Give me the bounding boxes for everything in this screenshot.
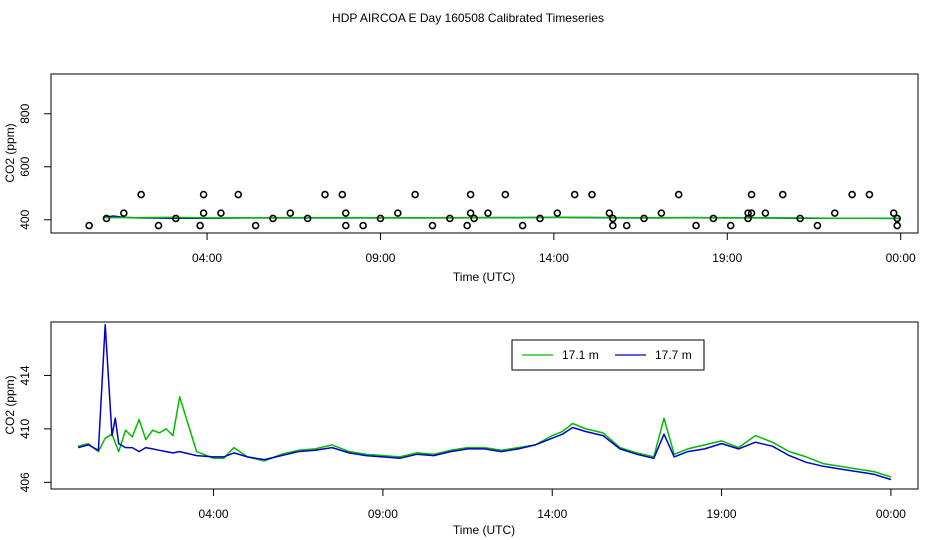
plot-area-border bbox=[50, 73, 919, 234]
data-point bbox=[605, 209, 614, 217]
data-point bbox=[484, 209, 492, 217]
data-point bbox=[466, 209, 475, 217]
data-point bbox=[622, 221, 631, 230]
data-point bbox=[251, 221, 260, 230]
x-tick-label: 14:00 bbox=[539, 251, 569, 265]
y-tick-label: 600 bbox=[18, 156, 32, 176]
x-tick-label: 19:00 bbox=[707, 507, 737, 521]
y-tick-label: 410 bbox=[18, 419, 32, 439]
data-point bbox=[102, 214, 111, 223]
x-tick-label: 00:00 bbox=[876, 507, 906, 521]
data-point bbox=[217, 209, 225, 217]
x-axis-label: Time (UTC) bbox=[453, 270, 515, 284]
data-point bbox=[609, 214, 617, 223]
data-point bbox=[744, 209, 752, 217]
series-line bbox=[103, 216, 901, 220]
data-point bbox=[536, 214, 544, 223]
data-point bbox=[338, 190, 347, 199]
data-point bbox=[778, 190, 787, 199]
lower-timeseries-panel: 04:00 09:00 14:00 19:00 00:00 406 410 414 Time… bbox=[3, 321, 919, 537]
data-point bbox=[466, 190, 475, 199]
x-tick-label: 04:00 bbox=[199, 507, 229, 521]
x-tick-label: 04:00 bbox=[192, 251, 222, 265]
data-point bbox=[501, 190, 510, 199]
data-point bbox=[463, 221, 471, 230]
data-point bbox=[470, 214, 478, 223]
data-point bbox=[234, 190, 243, 199]
data-point bbox=[303, 214, 312, 223]
y-axis: 400 600 800 bbox=[18, 103, 52, 230]
data-point bbox=[172, 214, 180, 223]
y-tick-label: 800 bbox=[18, 103, 32, 123]
data-point bbox=[518, 221, 527, 230]
data-point bbox=[830, 209, 839, 217]
data-point bbox=[747, 190, 756, 199]
data-point bbox=[609, 221, 617, 230]
x-axis-label: Time (UTC) bbox=[453, 523, 515, 537]
series-layer bbox=[77, 323, 892, 481]
data-point bbox=[893, 221, 901, 230]
x-tick-label: 00:00 bbox=[886, 251, 916, 265]
upper-timeseries-panel: 04:00 09:00 14:00 19:00 00:00 400 600 800 Time… bbox=[3, 73, 919, 284]
data-point bbox=[137, 190, 145, 199]
legend-label-17-7m: 17.7 m bbox=[655, 348, 692, 362]
x-axis: 04:00 09:00 14:00 19:00 00:00 bbox=[199, 488, 906, 521]
data-point bbox=[393, 209, 402, 217]
legend: 17.1 m 17.7 m bbox=[511, 339, 705, 371]
data-point bbox=[341, 221, 350, 230]
series-line-17-7-m bbox=[77, 323, 892, 481]
series-line-17-1-m bbox=[77, 396, 892, 478]
data-point bbox=[848, 190, 856, 199]
y-tick-label: 400 bbox=[18, 209, 32, 229]
data-point bbox=[341, 209, 350, 217]
data-point bbox=[446, 214, 454, 223]
x-tick-label: 14:00 bbox=[537, 507, 567, 521]
data-point bbox=[640, 214, 648, 223]
data-point bbox=[269, 214, 277, 223]
x-tick-label: 09:00 bbox=[368, 507, 398, 521]
x-axis: 04:00 09:00 14:00 19:00 00:00 bbox=[192, 232, 916, 265]
data-point bbox=[657, 209, 666, 217]
x-tick-label: 09:00 bbox=[365, 251, 395, 265]
plot-area-border bbox=[50, 321, 919, 490]
y-axis-label: CO2 (ppm) bbox=[3, 375, 17, 434]
y-axis-label: CO2 (ppm) bbox=[3, 123, 17, 182]
data-point bbox=[321, 190, 329, 199]
data-point bbox=[674, 190, 683, 199]
data-point bbox=[120, 209, 128, 217]
y-tick-label: 414 bbox=[18, 365, 32, 385]
data-point bbox=[411, 190, 419, 199]
data-point bbox=[359, 221, 367, 230]
data-point bbox=[889, 209, 898, 217]
data-point bbox=[588, 190, 596, 199]
data-point bbox=[865, 190, 874, 199]
data-point bbox=[199, 190, 208, 199]
legend-label-17-1m: 17.1 m bbox=[562, 348, 599, 362]
data-point bbox=[709, 214, 718, 223]
data-point bbox=[570, 190, 579, 199]
y-axis: 406 410 414 bbox=[18, 365, 52, 492]
data-point bbox=[747, 209, 756, 217]
data-point bbox=[692, 221, 700, 230]
data-point bbox=[286, 209, 295, 217]
data-point bbox=[154, 221, 163, 230]
data-point bbox=[726, 221, 735, 230]
x-tick-label: 19:00 bbox=[712, 251, 742, 265]
data-point bbox=[893, 214, 901, 223]
data-point bbox=[85, 221, 93, 230]
figure-title: HDP AIRCOA E Day 160508 Calibrated Times… bbox=[332, 11, 604, 25]
data-point bbox=[428, 221, 437, 230]
data-point bbox=[196, 221, 204, 230]
data-point bbox=[796, 214, 804, 223]
data-point bbox=[376, 214, 385, 223]
data-point bbox=[813, 221, 822, 230]
data-point bbox=[761, 209, 770, 217]
data-point bbox=[199, 209, 208, 217]
data-point bbox=[553, 209, 562, 217]
y-tick-label: 406 bbox=[18, 472, 32, 492]
points-layer bbox=[85, 190, 901, 230]
